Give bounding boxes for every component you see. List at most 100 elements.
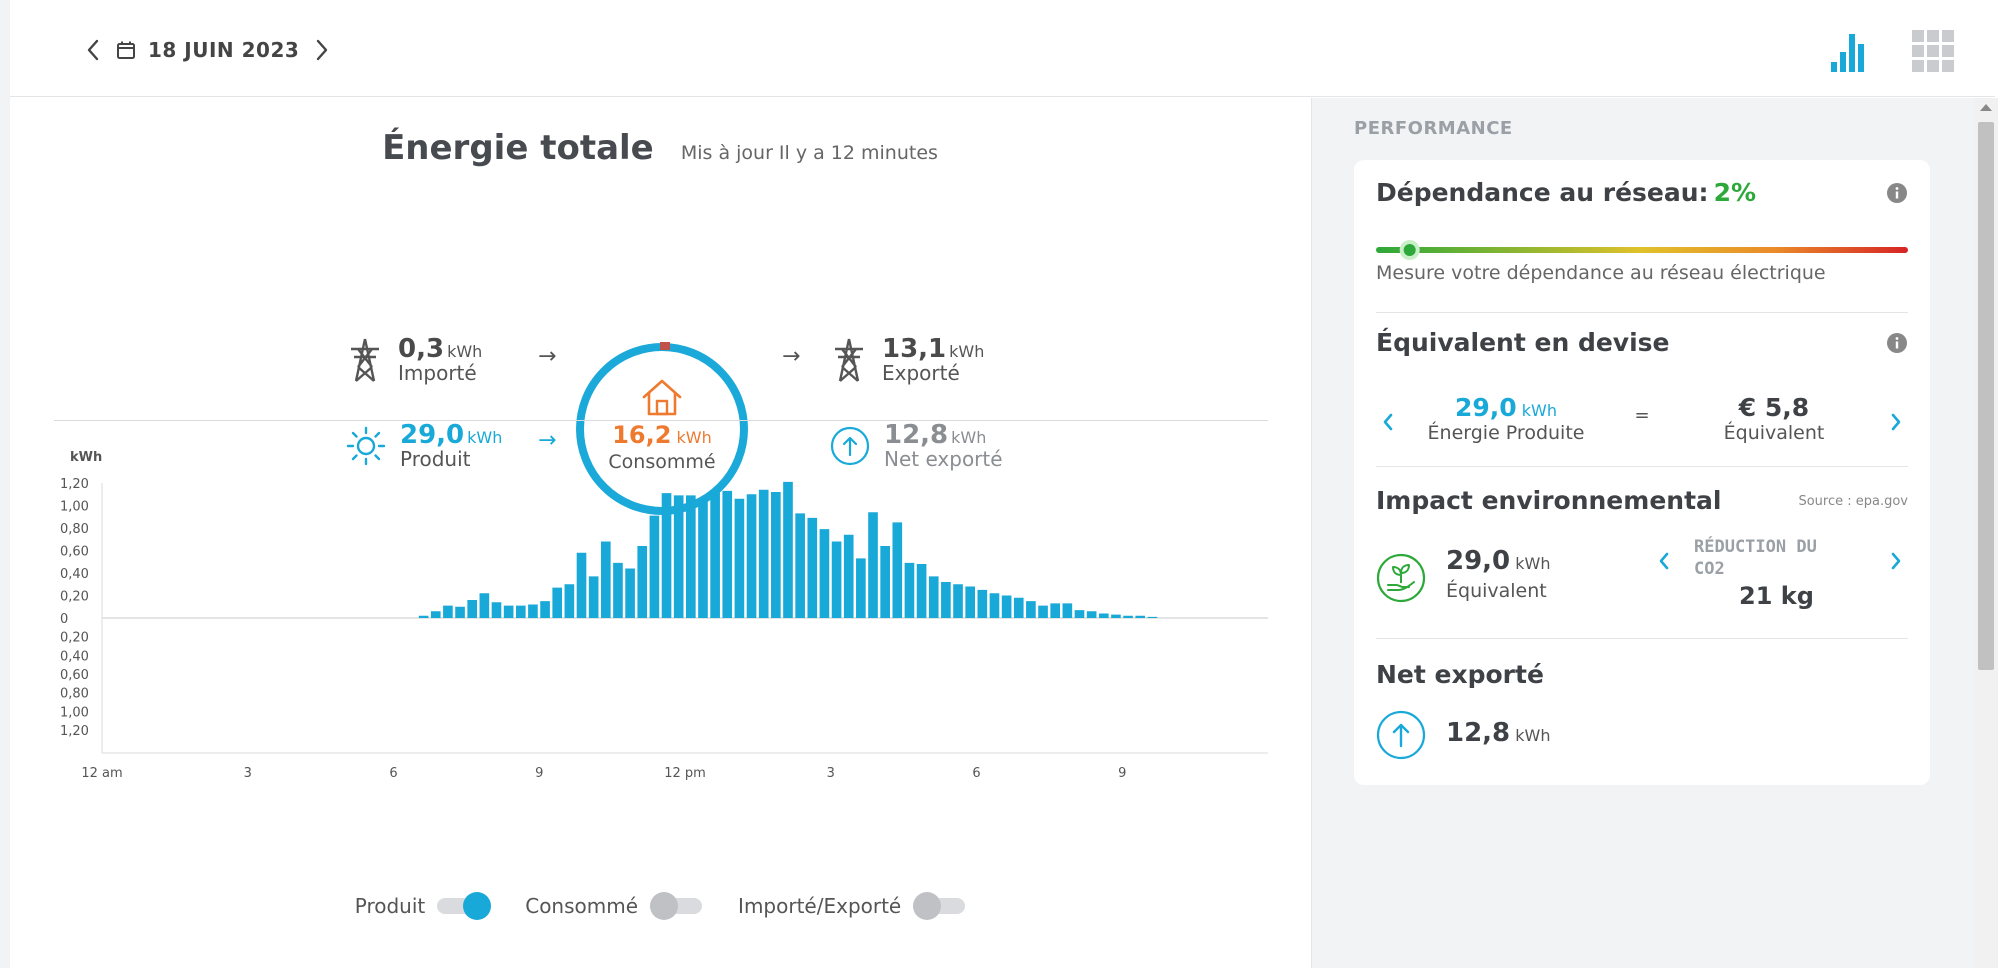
chart-bar[interactable] [552,587,563,618]
chart-bar[interactable] [771,492,781,618]
x-tick-label: 12 am [81,766,122,781]
chart-bar[interactable] [1098,613,1109,619]
chart-bar[interactable] [831,541,842,619]
exported-flow: 13,1 kWh Exporté [830,335,984,384]
chart-bar[interactable] [698,498,708,618]
chart-bar[interactable] [479,593,490,618]
calendar-button[interactable] [108,30,144,70]
currency-title: Équivalent en devise [1376,328,1670,357]
net-exported-flow: 12,8 kWh Net exporté [830,421,1003,470]
chart-bar[interactable] [1013,597,1024,618]
currency-money: € 5,8 Équivalent [1694,393,1854,444]
chart-bar[interactable] [455,606,465,618]
chart-bar[interactable] [1074,610,1085,618]
chart-bar[interactable] [1062,603,1073,618]
consumed-toggle[interactable] [650,892,703,920]
y-tick-label: 0,80 [60,522,89,537]
net-export-value: 12,8 [1446,718,1511,748]
chart-bar[interactable] [795,513,805,618]
scrollbar-thumb[interactable] [1978,122,1994,670]
chart-bar[interactable] [965,586,975,619]
chart-bar[interactable] [1123,615,1133,618]
chart-bar[interactable] [1086,611,1097,618]
currency-energy: 29,0 kWh Énergie Produite [1426,393,1586,444]
chart-bar[interactable] [928,576,939,618]
chart-bar[interactable] [503,605,514,618]
chart-bar[interactable] [1001,595,1012,619]
produce-arrow: → [538,428,557,453]
chart-bar[interactable] [758,489,769,618]
chart-bar[interactable] [989,593,1000,618]
currency-money-label: Équivalent [1723,422,1825,444]
previous-day-button[interactable] [78,30,108,70]
chart-bar[interactable] [613,562,623,618]
chart-bar[interactable] [904,562,915,618]
chart-bar[interactable] [1147,616,1158,618]
legend-produced: Produit [355,892,492,920]
x-tick-label: 12 pm [664,766,706,781]
current-date[interactable]: 18 JUIN 2023 [148,38,300,62]
chart-bar[interactable] [686,495,696,618]
chart-bar[interactable] [807,517,818,618]
environment-next-button[interactable] [1884,546,1908,576]
chart-bar[interactable] [1111,614,1121,618]
chart-bar[interactable] [1026,601,1036,618]
chart-bar[interactable] [734,498,745,618]
chart-bar[interactable] [892,522,903,618]
chart-bar[interactable] [868,512,878,618]
chart-bar[interactable] [710,489,720,618]
updated-text: Mis à jour Il y a 12 minutes [680,142,938,164]
chart-bar[interactable] [722,490,733,618]
import-export-toggle[interactable] [913,892,966,920]
sun-icon [346,426,386,466]
produced-toggle[interactable] [437,892,492,920]
chart-bar[interactable] [528,604,538,619]
next-day-button[interactable] [307,30,337,70]
environment-energy: 29,0 kWh Équivalent [1446,546,1550,602]
chart-bar[interactable] [941,582,951,618]
card-divider [1376,638,1908,639]
chart-bar[interactable] [746,494,757,618]
currency-prev-button[interactable] [1376,407,1400,437]
scrollbar[interactable] [1974,98,1998,968]
chart-bar[interactable] [467,600,478,618]
chart-bar[interactable] [649,515,660,618]
chart-bar[interactable] [540,601,550,618]
chart-bar[interactable] [430,611,441,618]
chart-bar[interactable] [515,605,526,618]
chart-bar[interactable] [916,564,927,618]
scroll-up-arrow[interactable] [1980,104,1992,111]
chart-bar[interactable] [783,481,793,618]
currency-section: Équivalent en devise [1376,328,1908,357]
chart-bar[interactable] [953,584,963,618]
chart-bar[interactable] [1050,603,1061,618]
chart-bar[interactable] [637,546,648,618]
grid-view-button[interactable] [1912,26,1954,72]
chart-bar[interactable] [1135,615,1146,618]
dependence-value: 2% [1713,178,1757,207]
info-icon[interactable] [1886,332,1908,354]
chart-bar[interactable] [843,534,854,618]
chart-bar[interactable] [625,568,635,619]
chart-bar[interactable] [588,576,599,618]
chart-view-button[interactable] [1830,26,1870,72]
chart-bar[interactable] [977,589,988,618]
info-icon[interactable] [1886,182,1908,204]
chart-bar[interactable] [600,541,611,619]
x-tick-label: 9 [535,766,543,781]
chart-bar[interactable] [1038,605,1048,618]
chart-bar[interactable] [576,552,587,618]
chart-bar[interactable] [443,605,453,618]
y-tick-label: 0,40 [60,567,89,582]
chart-bar[interactable] [564,584,575,618]
environment-prev-button[interactable] [1652,546,1676,576]
chart-bar[interactable] [661,493,672,618]
chart-bar[interactable] [819,529,830,618]
y-tick-label: 0,20 [60,631,89,646]
chart-bar[interactable] [880,546,890,618]
chart-bar[interactable] [418,615,429,618]
chart-bar[interactable] [491,602,502,618]
chart-bar[interactable] [673,495,684,618]
currency-next-button[interactable] [1884,407,1908,437]
chart-bar[interactable] [856,558,866,618]
